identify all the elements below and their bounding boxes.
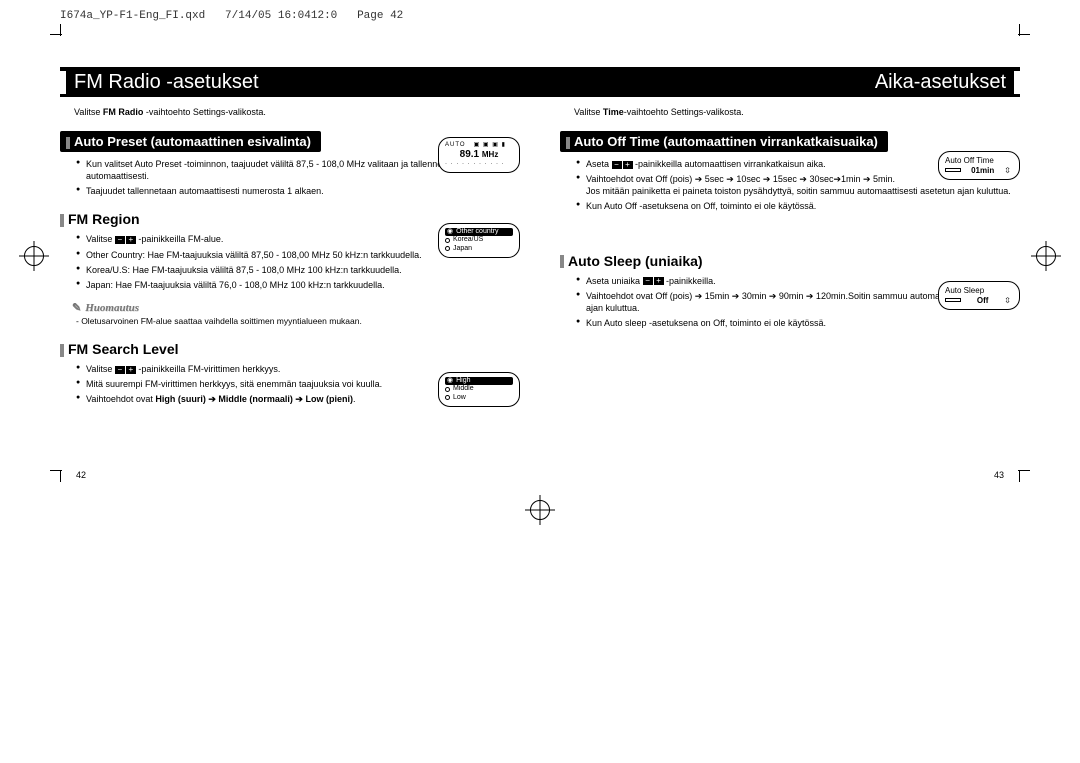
crop-mark	[60, 470, 61, 482]
minus-plus-icon: −+	[115, 236, 136, 244]
list-item: Kun Auto Off -asetuksena on Off, toimint…	[576, 200, 1020, 212]
up-down-arrows-icon: ⇳	[1004, 166, 1013, 176]
registration-mark-icon	[1036, 246, 1056, 266]
up-down-arrows-icon: ⇳	[1004, 296, 1013, 306]
title-band: FM Radio -asetukset Aika-asetukset	[60, 67, 1020, 97]
screen-auto-preset: AUTO ▣ ▣ ▣ ▮ 89.1 MHz · · · · · · · · · …	[438, 137, 520, 173]
section-fm-search: FM Search Level	[60, 341, 520, 357]
file-meta: I674a_YP-F1-Eng_FI.qxd 7/14/05 16:0412:0…	[0, 0, 1080, 22]
screen-option: ◉ Other country	[445, 228, 513, 236]
note-heading: ✎Huomautus	[72, 301, 520, 314]
crop-mark	[1019, 24, 1020, 36]
list-item: Taajuudet tallennetaan automaattisesti n…	[76, 185, 520, 197]
page-number-right: 43	[994, 470, 1004, 480]
screen-option: Korea/US	[445, 236, 513, 244]
right-intro: Valitse Time-vaihtoehto Settings-valikos…	[574, 107, 1020, 117]
note-body: - Oletusarvoinen FM-alue saattaa vaihdel…	[76, 316, 520, 327]
left-column: Valitse FM Radio -vaihtoehto Settings-va…	[60, 107, 520, 408]
minus-plus-icon: −+	[643, 277, 664, 285]
screen-fm-search: ◉ High Middle Low	[438, 372, 520, 407]
section-auto-sleep: Auto Sleep (uniaika)	[560, 253, 1020, 269]
list-item: Japan: Hae FM-taajuuksia väliltä 76,0 - …	[76, 279, 520, 291]
section-auto-preset: Auto Preset (automaattinen esivalinta)	[60, 131, 321, 152]
band-right-title: Aika-asetukset	[861, 71, 1020, 94]
list-item: Korea/U.S: Hae FM-taajuuksia väliltä 87,…	[76, 264, 520, 276]
left-intro: Valitse FM Radio -vaihtoehto Settings-va…	[74, 107, 520, 117]
screen-auto-sleep: Auto Sleep Off⇳	[938, 281, 1020, 310]
crop-mark	[1019, 470, 1020, 482]
list-item: Kun Auto sleep -asetuksena on Off, toimi…	[576, 317, 1020, 329]
screen-fm-region: ◉ Other country Korea/US Japan	[438, 223, 520, 258]
screen-option: Middle	[445, 385, 513, 393]
screen-option: Japan	[445, 245, 513, 253]
registration-mark-icon	[530, 500, 550, 520]
meta-filename: I674a_YP-F1-Eng_FI.qxd	[60, 10, 205, 22]
minus-plus-icon: −+	[612, 161, 633, 169]
meta-page: Page 42	[357, 10, 403, 22]
screen-option: ◉ High	[445, 377, 513, 385]
pencil-icon: ✎	[72, 302, 81, 314]
section-auto-off: Auto Off Time (automaattinen virrankatka…	[560, 131, 888, 152]
page-number-left: 42	[76, 470, 86, 480]
registration-mark-icon	[24, 246, 44, 266]
screen-option: Low	[445, 394, 513, 402]
screen-auto-off: Auto Off Time 01min⇳	[938, 151, 1020, 180]
band-left-title: FM Radio -asetukset	[60, 71, 273, 94]
minus-plus-icon: −+	[115, 366, 136, 374]
crop-mark	[60, 24, 61, 36]
meta-datetime: 7/14/05 16:0412:0	[225, 10, 337, 22]
content-area: Valitse FM Radio -vaihtoehto Settings-va…	[60, 107, 1020, 408]
right-column: Valitse Time-vaihtoehto Settings-valikos…	[560, 107, 1020, 408]
